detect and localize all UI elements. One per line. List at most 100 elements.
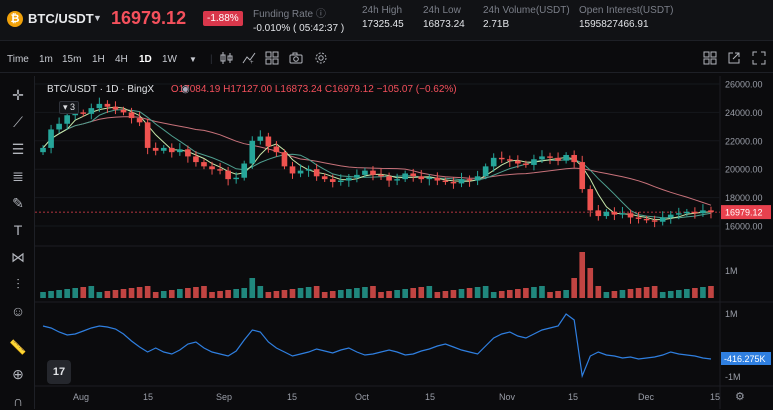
time-tick-label: 15 bbox=[143, 392, 153, 402]
candle-body bbox=[563, 155, 569, 161]
volume-bar bbox=[321, 292, 328, 298]
volume-bar bbox=[667, 291, 674, 298]
interval-1h[interactable]: 1H bbox=[92, 54, 105, 65]
trendline-icon[interactable]: ⟋ bbox=[13, 114, 23, 130]
volume-bar bbox=[297, 288, 304, 298]
volume-bar bbox=[619, 290, 626, 298]
volume-bar bbox=[362, 287, 368, 298]
volume-bar bbox=[426, 286, 433, 298]
candle-body bbox=[579, 162, 586, 190]
candle-body bbox=[708, 210, 714, 213]
volume-bar bbox=[708, 286, 714, 298]
time-label[interactable]: Time bbox=[7, 54, 29, 65]
text-tool-icon[interactable]: T bbox=[13, 222, 23, 238]
fib-retracement-icon[interactable]: ≣ bbox=[12, 168, 24, 184]
indicators-collapse[interactable]: ▾ 3 bbox=[59, 101, 80, 114]
ruler-icon[interactable]: 📏 bbox=[9, 339, 27, 355]
layout-icon[interactable] bbox=[265, 51, 279, 65]
volume-bar bbox=[684, 289, 690, 298]
stat-value: 17325.45 bbox=[362, 19, 404, 30]
volume-bar bbox=[128, 288, 135, 298]
price-tick-label: 16000.00 bbox=[725, 222, 763, 232]
volume-bar bbox=[225, 290, 231, 298]
candle-body bbox=[515, 160, 521, 164]
candle-body bbox=[257, 136, 264, 141]
candle-body bbox=[692, 211, 698, 214]
volume-bar bbox=[313, 286, 320, 298]
time-tick-label: Dec bbox=[638, 392, 655, 402]
volume-bar bbox=[193, 287, 199, 298]
price-chart[interactable]: 26000.00 24000.00 22000.00 20000.00 18000.00… bbox=[35, 76, 773, 409]
candle-body bbox=[249, 140, 256, 164]
candle-body bbox=[354, 174, 360, 178]
toolbar-divider: | bbox=[210, 54, 213, 65]
legend-symbol: BTC/USDT · 1D · BingX bbox=[47, 84, 155, 95]
volume-bar bbox=[305, 287, 312, 298]
candle-type-icon[interactable] bbox=[220, 51, 234, 65]
volume-bar bbox=[579, 252, 586, 298]
volume-bar bbox=[378, 292, 384, 298]
indicators-icon[interactable]: + bbox=[242, 51, 256, 65]
emoji-icon[interactable]: ☺ bbox=[10, 303, 26, 319]
volume-bar bbox=[370, 286, 376, 298]
volume-bar bbox=[523, 288, 529, 298]
time-axis: Aug 15 Sep 15 Oct 15 Nov 15 Dec 15 ⚙ bbox=[73, 391, 745, 403]
candle-body bbox=[531, 159, 537, 165]
eye-icon[interactable]: ◉ bbox=[181, 84, 190, 95]
candle-body bbox=[700, 210, 706, 214]
candle-body bbox=[474, 176, 481, 181]
pattern-icon[interactable]: ⋈ bbox=[11, 249, 25, 265]
candle-body bbox=[201, 162, 207, 167]
candle-body bbox=[104, 103, 111, 107]
candle-body bbox=[490, 157, 497, 167]
fullscreen-icon[interactable] bbox=[752, 51, 766, 65]
open-interest-stat: Open Interest(USDT) 1595827466.91 bbox=[579, 5, 673, 30]
camera-icon[interactable] bbox=[289, 51, 303, 65]
volume-bar bbox=[209, 292, 215, 298]
volume-bar bbox=[136, 287, 143, 298]
candle-body bbox=[555, 157, 561, 161]
external-link-icon[interactable] bbox=[727, 51, 741, 65]
osc-tick-label: -1M bbox=[725, 372, 741, 382]
magnet-icon[interactable]: ∩ bbox=[12, 393, 24, 409]
interval-1m[interactable]: 1m bbox=[39, 54, 53, 65]
interval-4h[interactable]: 4H bbox=[115, 54, 128, 65]
candle-body bbox=[458, 179, 465, 184]
info-icon[interactable]: ⓘ bbox=[315, 9, 326, 20]
settings-icon[interactable] bbox=[314, 51, 328, 65]
drawing-tools-sidebar: ✛ ⟋ ☰ ≣ ✎ T ⋈ ⫶ ☺ 📏 ⊕ ∩ bbox=[0, 76, 35, 409]
candle-body bbox=[482, 166, 489, 177]
volume-bar bbox=[177, 289, 183, 298]
measure-icon[interactable]: ⫶ bbox=[16, 276, 20, 292]
candle-body bbox=[297, 170, 304, 174]
grid-layout-icon[interactable] bbox=[703, 51, 717, 65]
candle-body bbox=[611, 211, 618, 215]
crosshair-icon[interactable]: ✛ bbox=[12, 87, 24, 103]
chevron-down-icon[interactable]: ▼ bbox=[189, 55, 197, 64]
interval-1d[interactable]: 1D bbox=[139, 54, 152, 65]
candle-body bbox=[128, 112, 135, 119]
pair-selector[interactable]: BTC/USDT bbox=[28, 11, 94, 26]
horizontal-lines-icon[interactable]: ☰ bbox=[11, 141, 25, 157]
volume-bar bbox=[643, 287, 650, 298]
volume-bar bbox=[700, 287, 706, 298]
interval-15m[interactable]: 15m bbox=[62, 54, 82, 65]
funding-rate-stat: Funding Rate ⓘ -0.010% ( 05:42:37 ) bbox=[253, 5, 344, 34]
stat-label: 24h High bbox=[362, 5, 403, 16]
volume-bar bbox=[587, 268, 594, 298]
stat-label: Open Interest(USDT) bbox=[579, 5, 674, 16]
candle-body bbox=[120, 109, 127, 113]
brush-icon[interactable]: ✎ bbox=[12, 195, 24, 211]
interval-1w[interactable]: 1W bbox=[162, 54, 177, 65]
candle-body bbox=[386, 176, 392, 181]
zoom-in-icon[interactable]: ⊕ bbox=[12, 366, 24, 382]
candle-body bbox=[177, 149, 183, 153]
candle-body bbox=[394, 179, 400, 181]
chevron-down-icon: ▾ bbox=[63, 102, 68, 112]
volume-bar bbox=[96, 292, 103, 298]
candle-body bbox=[313, 169, 320, 177]
volume-bar bbox=[515, 289, 521, 298]
volume-bar bbox=[490, 292, 497, 298]
chevron-down-icon[interactable]: ▼ bbox=[93, 13, 102, 23]
stat-value: 2.71B bbox=[483, 19, 510, 30]
